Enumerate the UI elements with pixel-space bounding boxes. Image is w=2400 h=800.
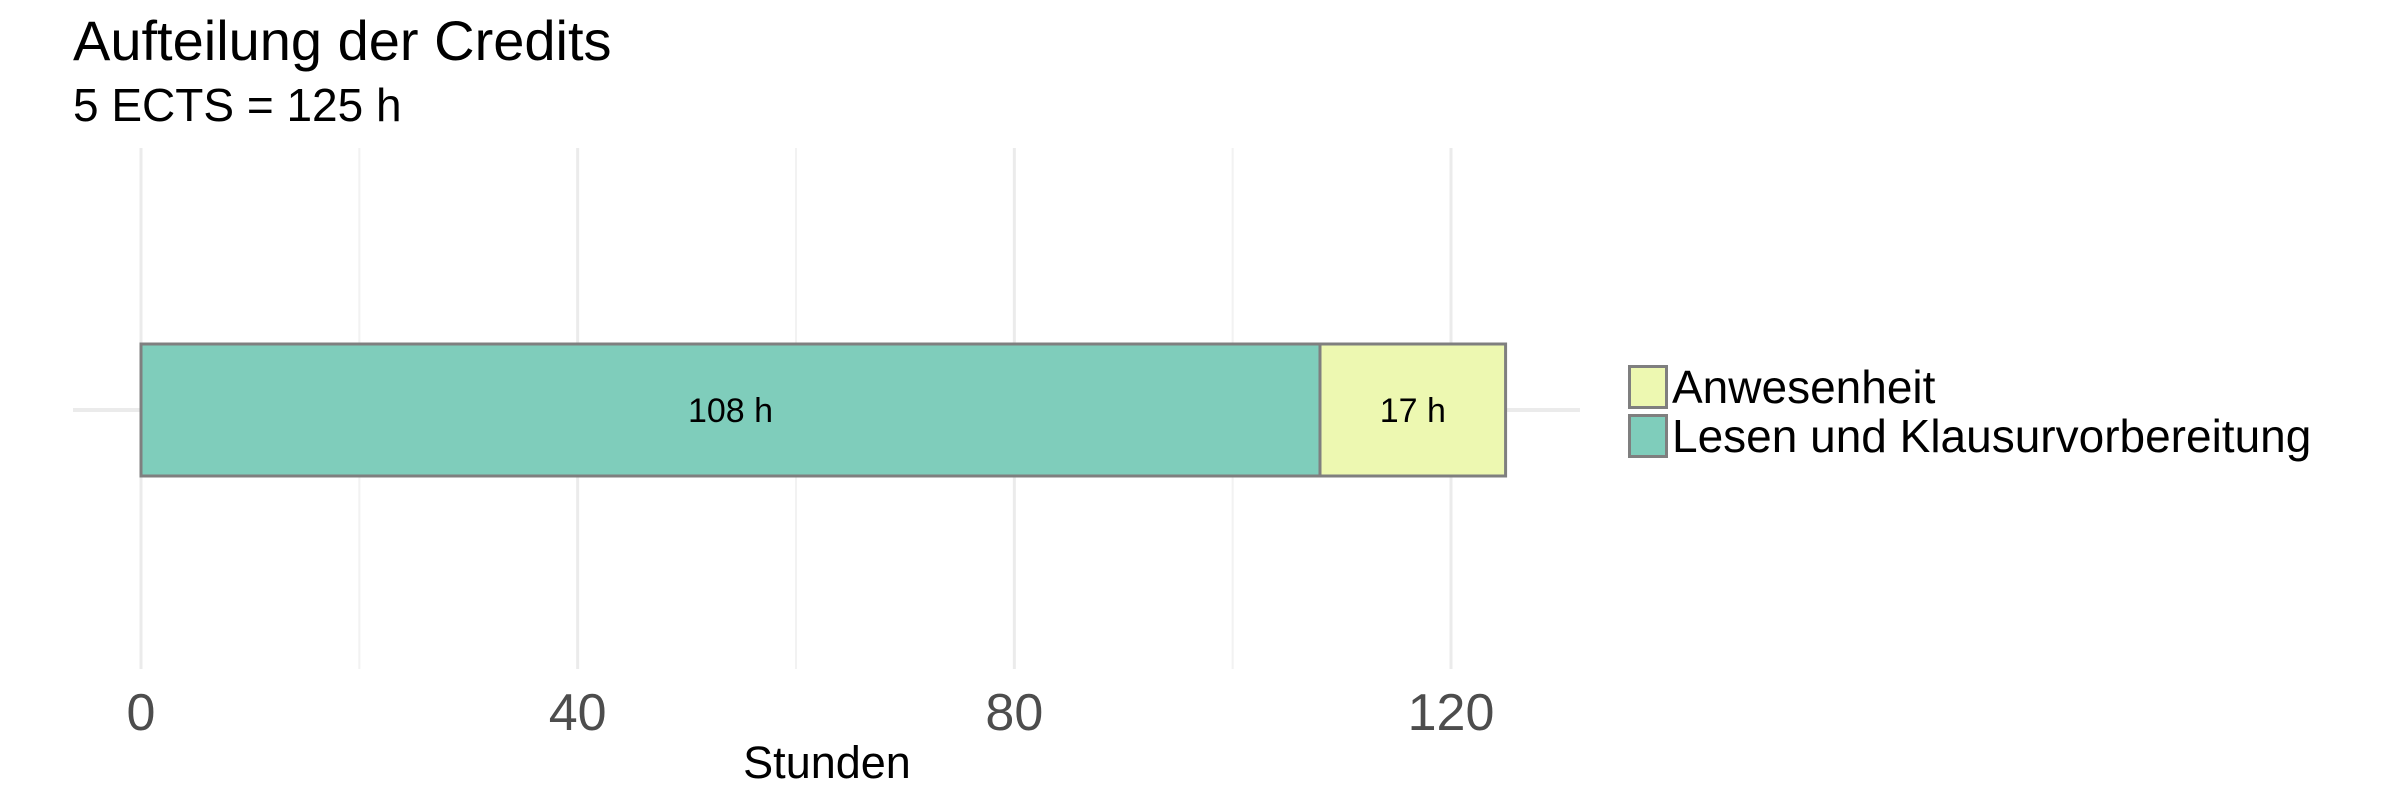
chart-title: Aufteilung der Credits: [73, 9, 612, 72]
x-tick-label: 120: [1408, 684, 1495, 742]
x-tick-label: 80: [985, 684, 1043, 742]
legend-item-anwesenheit: Anwesenheit: [1628, 360, 2311, 413]
legend-key-lesen: [1628, 413, 1668, 458]
legend-label: Lesen und Klausurvorbereitung: [1672, 409, 2312, 462]
legend-key-anwesenheit: [1628, 364, 1668, 409]
x-tick-label: 0: [127, 684, 156, 742]
legend-label: Anwesenheit: [1672, 360, 1936, 413]
bar-segment-1: [1318, 342, 1508, 478]
legend-item-lesen: Lesen und Klausurvorbereitung: [1628, 409, 2312, 462]
x-tick-label: 40: [549, 684, 607, 742]
chart-subtitle: 5 ECTS = 125 h: [73, 79, 402, 131]
x-axis-title: Stunden: [743, 737, 911, 788]
bar-label: 17 h: [1380, 392, 1446, 430]
bar-label: 108 h: [688, 392, 773, 430]
legend: Anwesenheit Lesen und Klausurvorbereitun…: [1628, 360, 2312, 462]
